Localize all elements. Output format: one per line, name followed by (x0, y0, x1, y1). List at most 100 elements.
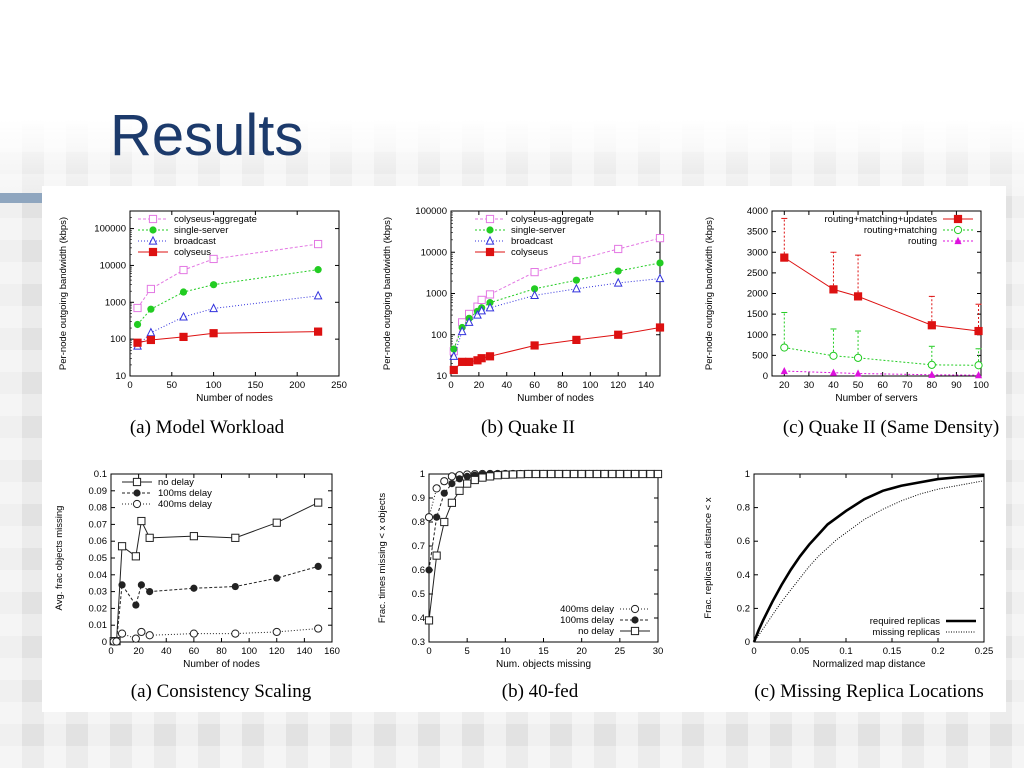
legend-label: 400ms delay (560, 604, 614, 615)
data-point (485, 472, 495, 481)
x-tick-label: 80 (927, 380, 938, 391)
x-tick-label: 100 (241, 646, 257, 657)
data-point (572, 255, 581, 265)
x-tick-label: 140 (638, 380, 654, 391)
plot-frame (129, 210, 340, 377)
data-point (638, 469, 647, 479)
y-tick-label: 0.3 (412, 637, 425, 648)
y-axis-label: Avg. frac objects missing (54, 506, 65, 611)
data-point (571, 283, 581, 293)
legend-marker (133, 489, 141, 497)
chart-c_top: 0 500 1000 1500 2000 2500 3000 3500 4000 20 30 40 50… (704, 206, 999, 438)
series-routing-matching (780, 311, 983, 370)
x-tick-label: 250 (331, 380, 347, 391)
x-tick-label: 0 (426, 646, 431, 657)
legend: colyseus-aggregatesingle-serverbroadcast… (475, 214, 594, 258)
y-tick-label: 1000 (747, 330, 768, 341)
data-point (853, 292, 863, 301)
series-broadcast (133, 290, 323, 350)
data-point (146, 284, 156, 294)
legend-label: routing+matching (864, 225, 937, 236)
x-tick-label: 0 (108, 646, 113, 657)
chart-caption: (c) Missing Replica Locations (754, 681, 984, 702)
series-line (453, 278, 661, 357)
data-point (189, 532, 198, 541)
legend-marker (148, 214, 158, 224)
data-point (112, 637, 121, 646)
legend-marker (149, 226, 157, 234)
plot-frame (110, 473, 333, 643)
x-tick-label: 80 (216, 646, 227, 657)
data-point (447, 498, 456, 507)
y-tick-label: 1 (745, 469, 750, 480)
y-tick-label: 0.6 (412, 565, 425, 576)
x-tick-label: 0.1 (839, 646, 852, 657)
x-tick-label: 160 (324, 646, 340, 657)
data-point (231, 582, 239, 591)
data-point (631, 469, 640, 479)
series-line (784, 347, 979, 366)
data-point (530, 290, 540, 299)
y-tick-label: 100 (431, 330, 447, 341)
legend-label: broadcast (174, 236, 216, 247)
data-point (508, 470, 518, 479)
data-point (485, 352, 495, 361)
y-tick-label: 0.01 (89, 620, 108, 631)
series-100ms-delay (110, 562, 322, 645)
data-point (853, 353, 863, 362)
x-tick-label: 70 (902, 380, 913, 391)
data-point (209, 254, 218, 264)
chart-a_top: 10 100 1000 10000 100000 0 50 100 150 200 250 Numbe… (58, 210, 347, 438)
legend-marker (485, 235, 495, 245)
data-point (531, 469, 540, 479)
series-colyseus (449, 323, 665, 375)
chart-a_bot: 0 0.01 0.02 0.03 0.04 0.05 0.06 0.07 0.08 0.09 0.1… (54, 469, 340, 702)
data-point (530, 268, 539, 277)
y-tick-label: 0.02 (89, 603, 108, 614)
data-point (146, 327, 156, 337)
x-tick-label: 90 (951, 380, 962, 391)
data-point (189, 629, 198, 638)
x-tick-label: 5 (465, 646, 470, 657)
data-point (539, 469, 548, 479)
x-tick-label: 140 (296, 646, 312, 657)
y-tick-label: 0.2 (737, 603, 750, 614)
y-axis-label: Frac. replicas at distance < x (703, 497, 714, 618)
data-point (613, 277, 623, 287)
series-line (137, 331, 319, 344)
series-100ms-delay (425, 470, 639, 574)
data-point (449, 365, 458, 375)
y-tick-label: 10 (436, 371, 447, 382)
data-point (608, 469, 617, 479)
x-tick-label: 30 (804, 380, 815, 391)
y-tick-label: 1 (420, 469, 425, 480)
y-tick-label: 0.1 (94, 469, 107, 480)
y-tick-label: 3500 (747, 227, 768, 238)
data-point (313, 290, 323, 300)
data-point (118, 581, 126, 589)
data-point (132, 601, 140, 609)
legend-marker (485, 247, 495, 257)
data-point (432, 551, 441, 560)
data-point (314, 239, 323, 249)
data-point (179, 265, 188, 275)
data-point (974, 361, 983, 370)
data-point (314, 498, 323, 507)
y-tick-label: 0.9 (412, 493, 425, 504)
data-point (470, 475, 479, 485)
data-point (314, 562, 322, 570)
data-point (464, 317, 474, 326)
x-tick-label: 120 (269, 646, 285, 657)
data-point (231, 629, 240, 638)
data-point (131, 552, 140, 561)
data-point (928, 370, 936, 378)
legend-label: required replicas (870, 616, 940, 627)
data-point (516, 470, 525, 479)
x-tick-label: 0 (448, 380, 453, 391)
x-tick-label: 80 (557, 380, 568, 391)
series-single-server (450, 259, 664, 353)
x-tick-label: 20 (133, 646, 144, 657)
data-point (314, 624, 323, 633)
